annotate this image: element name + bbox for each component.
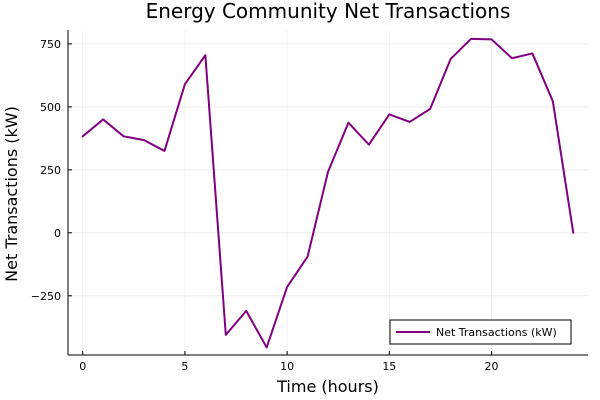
chart-title: Energy Community Net Transactions xyxy=(146,0,511,23)
legend: Net Transactions (kW) xyxy=(389,319,572,345)
x-axis-label: Time (hours) xyxy=(276,377,379,396)
series-layer xyxy=(81,37,575,349)
y-tick-label: 750 xyxy=(40,38,61,51)
x-tick-label: 10 xyxy=(280,360,294,373)
x-tick-label: 20 xyxy=(485,360,499,373)
y-tick-label: 250 xyxy=(40,164,61,177)
ticks: 0 5 10 15 20 −250 0 250 500 750 xyxy=(31,38,499,373)
series-line xyxy=(81,37,575,349)
y-tick-label: 500 xyxy=(40,101,61,114)
grid xyxy=(68,30,588,355)
x-tick-label: 5 xyxy=(181,360,188,373)
x-tick-label: 15 xyxy=(382,360,396,373)
legend-label: Net Transactions (kW) xyxy=(436,326,557,339)
axes xyxy=(67,30,588,356)
x-tick-label: 0 xyxy=(79,360,86,373)
y-tick-label: 0 xyxy=(54,227,61,240)
legend-box xyxy=(389,319,572,345)
y-tick-label: −250 xyxy=(31,290,61,303)
y-axis-label: Net Transactions (kW) xyxy=(2,106,21,282)
